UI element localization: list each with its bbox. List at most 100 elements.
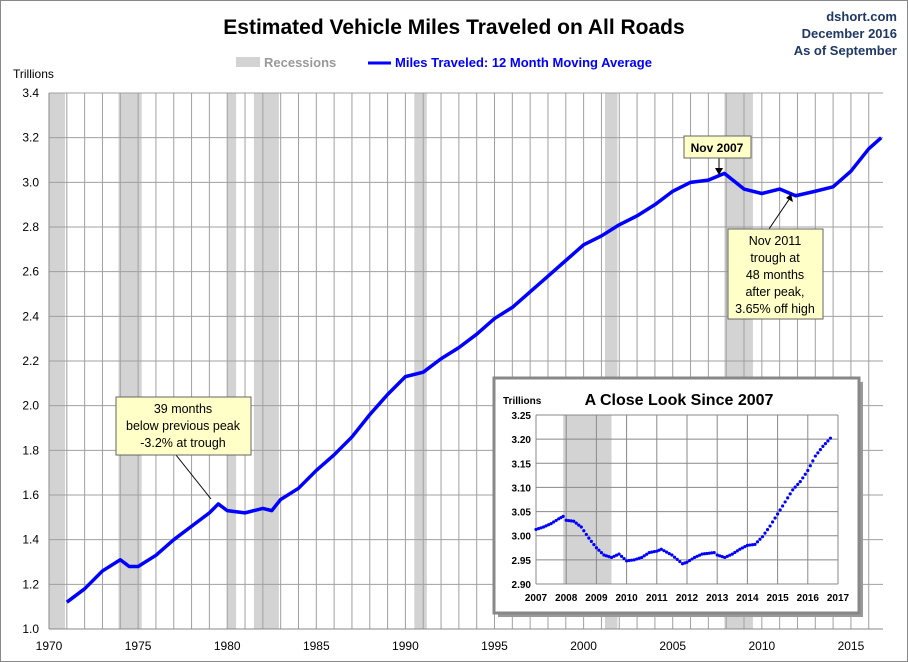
inset-data-point <box>577 523 581 527</box>
inset-data-point <box>667 551 671 556</box>
inset-data-point <box>609 555 614 560</box>
inset-data-point <box>584 532 588 537</box>
inset-x-tick-label: 2011 <box>646 593 668 604</box>
inset-data-point <box>796 482 800 486</box>
y-tick-label: 2.6 <box>22 265 39 279</box>
annotation-1979-line3: -3.2% at trough <box>140 436 226 450</box>
x-tick-label: 1990 <box>392 639 419 653</box>
inset-data-point <box>707 551 711 555</box>
inset-data-point <box>645 552 649 556</box>
inset-data-point <box>539 526 543 530</box>
source-asof: As of September <box>794 43 897 58</box>
inset-y-tick-label: 3.00 <box>512 532 532 543</box>
inset-data-point <box>546 523 551 527</box>
x-tick-label: 2015 <box>838 639 865 653</box>
inset-data-point <box>614 553 619 557</box>
inset-data-point <box>776 512 780 516</box>
inset-y-tick-label: 3.25 <box>512 411 532 422</box>
inset-data-point <box>637 556 641 560</box>
y-tick-label: 2.4 <box>22 309 39 323</box>
inset-x-tick-label: 2012 <box>676 593 699 604</box>
inset-data-point <box>619 554 624 558</box>
annotation-nov2011-line4: after peak, <box>745 285 804 299</box>
chart-title: Estimated Vehicle Miles Traveled on All … <box>223 16 684 39</box>
inset-x-tick-label: 2014 <box>736 593 759 604</box>
inset-data-point <box>692 555 697 560</box>
series-line-miles-traveled <box>65 136 883 604</box>
annotation-arrow-nov2011 <box>768 197 791 230</box>
annotation-box-nov2007 <box>683 135 752 159</box>
inset-data-point <box>806 468 810 473</box>
x-tick-label: 1980 <box>214 639 241 653</box>
inset-data-point <box>755 540 760 544</box>
inset-data-point <box>552 520 556 524</box>
y-tick-label: 3.2 <box>22 131 39 145</box>
legend-recessions: Recessions <box>264 55 336 70</box>
inset-y-tick-label: 3.05 <box>512 508 532 519</box>
inset-data-point <box>536 527 541 531</box>
inset-x-tick-label: 2009 <box>585 593 608 604</box>
inset-data-point <box>652 550 656 554</box>
y-axis-label: Trillions <box>13 67 54 81</box>
inset-data-point <box>773 516 777 520</box>
inset-data-point <box>567 518 571 523</box>
annotation-nov2011-line2: trough at <box>750 251 800 265</box>
inset-data-point <box>778 508 782 512</box>
inset-data-point <box>781 504 785 508</box>
inset-x-tick-label: 2017 <box>827 593 850 604</box>
annotation-nov2011-line3: 48 months <box>746 268 804 282</box>
inset-data-point <box>735 549 739 553</box>
inset-data-point <box>662 549 666 553</box>
inset-data-point <box>828 436 833 440</box>
inset-data-point <box>544 524 548 528</box>
inset-data-point <box>579 525 583 529</box>
inset-data-point <box>697 553 702 557</box>
inset-data-point <box>791 488 795 492</box>
inset-data-point <box>574 521 578 525</box>
inset-data-point <box>723 555 727 560</box>
x-tick-label: 2000 <box>570 639 597 653</box>
inset-data-point <box>783 500 787 504</box>
inset-frame <box>492 376 861 615</box>
annotation-nov2007: Nov 2007 <box>691 141 744 155</box>
annotation-box-nov2011 <box>727 228 824 320</box>
inset-data-point <box>770 520 775 524</box>
inset-data-point <box>599 551 604 555</box>
inset-data-point <box>630 558 634 562</box>
annotation-line-1979 <box>175 454 212 500</box>
inset-data-point <box>635 557 639 561</box>
inset-data-point <box>589 539 593 543</box>
y-tick-label: 1.8 <box>22 443 39 457</box>
inset-recession-band <box>563 415 612 584</box>
inset-y-tick-label: 3.10 <box>512 483 532 494</box>
inset-data-point <box>659 547 663 551</box>
x-tick-label: 1985 <box>303 639 330 653</box>
inset-data-point <box>672 555 677 559</box>
inset-data-point <box>760 535 765 539</box>
inset-data-point <box>632 558 636 562</box>
inset-data-point <box>612 554 616 558</box>
inset-data-point <box>748 543 752 547</box>
inset-data-point <box>678 559 682 564</box>
inset-title: A Close Look Since 2007 <box>585 392 774 409</box>
inset-data-point <box>788 492 792 496</box>
inset-data-point <box>650 550 654 554</box>
annotation-box-1979 <box>115 396 252 456</box>
inset-chart: A Close Look Since 2007 Trillions 2007 20… <box>492 376 863 617</box>
inset-y-tick-label: 3.15 <box>512 459 532 470</box>
inset-data-point <box>690 557 694 561</box>
inset-y-tick-label: 2.90 <box>512 580 532 591</box>
inset-data-point <box>733 550 737 555</box>
y-tick-label: 1.0 <box>22 622 39 636</box>
inset-data-point <box>534 527 538 532</box>
legend-recession-swatch <box>236 57 260 67</box>
inset-x-tick-label: 2010 <box>615 593 638 604</box>
inset-data-point <box>622 556 626 561</box>
inset-data-point <box>745 543 750 547</box>
inset-data-point <box>768 524 772 528</box>
y-tick-label: 1.6 <box>22 488 39 502</box>
inset-data-point <box>640 555 644 560</box>
inset-x-tick-label: 2016 <box>797 593 820 604</box>
y-tick-label: 1.4 <box>22 533 39 547</box>
